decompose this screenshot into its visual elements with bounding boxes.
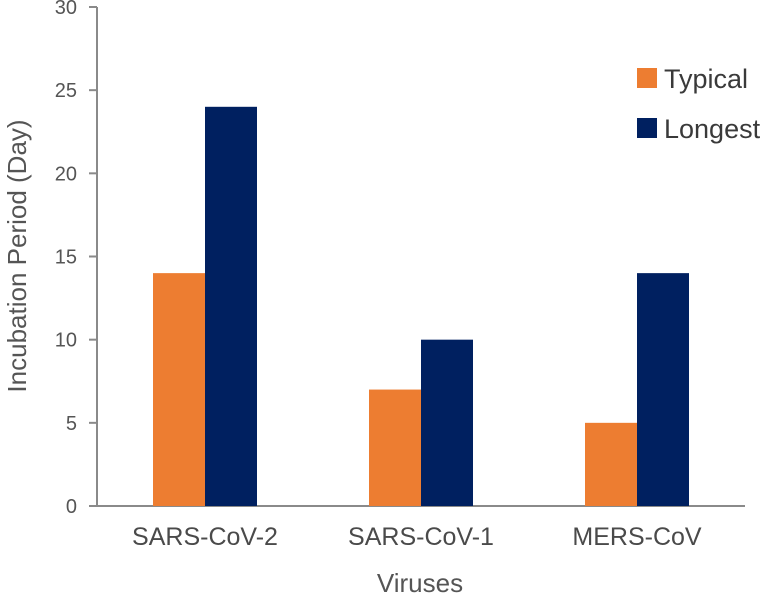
y-tick-label: 10 xyxy=(55,330,77,352)
y-axis-title: Incubation Period (Day) xyxy=(2,119,32,392)
y-tick-label: 15 xyxy=(55,247,77,269)
x-tick-label: SARS-CoV-1 xyxy=(348,523,494,551)
legend: Typical Longest xyxy=(637,64,761,144)
x-tick-label: MERS-CoV xyxy=(572,523,702,551)
bar-longest-mers-cov xyxy=(637,273,689,506)
bar-typical-mers-cov xyxy=(585,422,637,506)
y-tick-label: 20 xyxy=(55,163,77,185)
x-axis-title: Viruses xyxy=(377,568,463,598)
bar-typical-sars-cov-1 xyxy=(369,389,421,506)
bar-typical-sars-cov-2 xyxy=(153,273,205,506)
legend-swatch-longest xyxy=(637,118,657,138)
legend-label-longest: Longest xyxy=(664,114,761,144)
y-tick-label: 0 xyxy=(66,496,77,518)
bar-longest-sars-cov-1 xyxy=(421,339,473,506)
bar-longest-sars-cov-2 xyxy=(205,106,257,507)
x-tick-label: SARS-CoV-2 xyxy=(132,523,278,551)
category-labels: SARS-CoV-2 SARS-CoV-1 MERS-CoV xyxy=(132,523,702,551)
y-tick-label: 25 xyxy=(55,80,77,102)
legend-swatch-typical xyxy=(637,68,657,88)
legend-label-typical: Typical xyxy=(664,64,748,94)
y-tick-label: 30 xyxy=(55,0,77,19)
bars xyxy=(153,106,689,507)
y-tick-label: 5 xyxy=(66,413,77,435)
y-axis: 0 5 10 15 20 25 30 xyxy=(55,0,98,518)
